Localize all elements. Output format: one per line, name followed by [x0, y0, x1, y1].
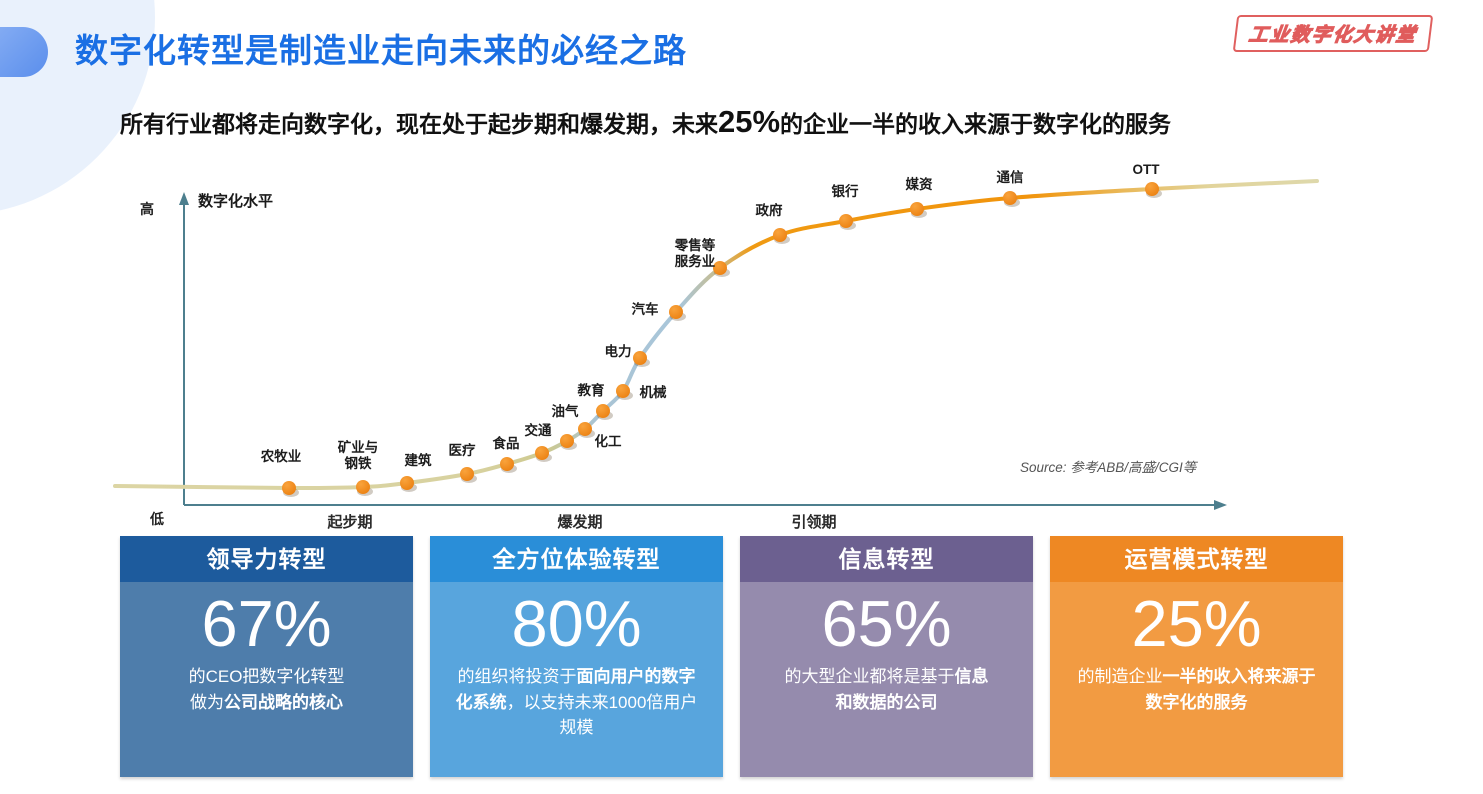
- data-point: [596, 404, 610, 418]
- card-title: 信息转型: [740, 536, 1033, 582]
- industry-label: 政府: [755, 202, 783, 218]
- card-title: 领导力转型: [120, 536, 413, 582]
- data-point: [578, 422, 592, 436]
- watermark-logo: 工业数字化大讲堂: [1232, 15, 1434, 52]
- card-title: 运营模式转型: [1050, 536, 1343, 582]
- y-axis-arrow-icon: [179, 192, 189, 205]
- industry-label: 电力: [604, 343, 632, 359]
- data-point: [400, 476, 414, 490]
- y-axis-low-label: 低: [150, 511, 164, 527]
- industry-label: 矿业与 钢铁: [337, 439, 379, 471]
- phase-label: 起步期: [327, 514, 373, 531]
- data-point: [633, 351, 647, 365]
- industry-label: 机械: [639, 384, 667, 400]
- data-point: [356, 480, 370, 494]
- card-body: 65% 的大型企业都将是基于信息 和数据的公司: [740, 582, 1033, 777]
- stat-cards: 领导力转型 67% 的CEO把数字化转型 做为公司战略的核心 全方位体验转型 8…: [120, 536, 1343, 777]
- card-percent: 25%: [1131, 587, 1262, 660]
- y-axis-title: 数字化水平: [198, 193, 274, 210]
- industry-label: 教育: [577, 382, 605, 398]
- data-point: [669, 305, 683, 319]
- data-point: [839, 214, 853, 228]
- subtitle: 所有行业都将走向数字化，现在处于起步期和爆发期，未来25%的企业一半的收入来源于…: [120, 104, 1172, 139]
- data-point: [560, 434, 574, 448]
- title-accent-pill: [0, 27, 48, 77]
- data-point: [1145, 182, 1159, 196]
- industry-label: 农牧业: [260, 448, 302, 464]
- card-body: 80% 的组织将投资于面向用户的数字 化系统，以支持未来1000倍用户 规模: [430, 582, 723, 777]
- data-point: [1003, 191, 1017, 205]
- card-description: 的制造企业一半的收入将来源于 数字化的服务: [1077, 667, 1316, 712]
- industry-label: 零售等 服务业: [674, 237, 716, 269]
- phase-label: 引领期: [791, 514, 837, 531]
- card-description: 的大型企业都将是基于信息 和数据的公司: [784, 667, 989, 712]
- industry-label: 建筑: [404, 452, 432, 468]
- card-body: 25% 的制造企业一半的收入将来源于 数字化的服务: [1050, 582, 1343, 777]
- data-point: [282, 481, 296, 495]
- industry-label: 化工: [594, 433, 622, 449]
- data-point: [500, 457, 514, 471]
- card-description: 的组织将投资于面向用户的数字 化系统，以支持未来1000倍用户 规模: [455, 667, 698, 738]
- industry-label: 汽车: [631, 301, 659, 317]
- card-percent: 80%: [511, 587, 642, 660]
- industry-label: 交通: [524, 422, 552, 438]
- industry-label: 医疗: [448, 442, 476, 458]
- data-point: [616, 384, 630, 398]
- card-title: 全方位体验转型: [430, 536, 723, 582]
- transformation-card: 全方位体验转型 80% 的组织将投资于面向用户的数字 化系统，以支持未来1000…: [430, 536, 723, 777]
- industry-label: 通信: [996, 169, 1024, 185]
- card-description: 的CEO把数字化转型 做为公司战略的核心: [188, 667, 345, 712]
- industry-label: 银行: [831, 183, 859, 199]
- industry-label: OTT: [1132, 161, 1160, 177]
- phase-label: 爆发期: [557, 514, 603, 531]
- page-title: 数字化转型是制造业走向未来的必经之路: [75, 32, 687, 69]
- industry-label: 媒资: [905, 176, 933, 192]
- s-curve-path: [113, 179, 1319, 491]
- card-percent: 67%: [201, 587, 332, 660]
- industry-label: 油气: [551, 403, 579, 419]
- transformation-card: 运营模式转型 25% 的制造企业一半的收入将来源于 数字化的服务: [1050, 536, 1343, 777]
- data-point: [910, 202, 924, 216]
- data-point: [460, 467, 474, 481]
- data-point: [535, 446, 549, 460]
- x-axis-arrow-icon: [1214, 500, 1227, 510]
- transformation-card: 信息转型 65% 的大型企业都将是基于信息 和数据的公司: [740, 536, 1033, 777]
- y-axis-high-label: 高: [140, 201, 154, 217]
- industry-label: 食品: [492, 435, 520, 451]
- data-point: [773, 228, 787, 242]
- data-point: [713, 261, 727, 275]
- source-note: Source: 参考ABB/高盛/CGI等: [1020, 460, 1197, 475]
- card-percent: 65%: [821, 587, 952, 660]
- card-body: 67% 的CEO把数字化转型 做为公司战略的核心: [120, 582, 413, 777]
- transformation-card: 领导力转型 67% 的CEO把数字化转型 做为公司战略的核心: [120, 536, 413, 777]
